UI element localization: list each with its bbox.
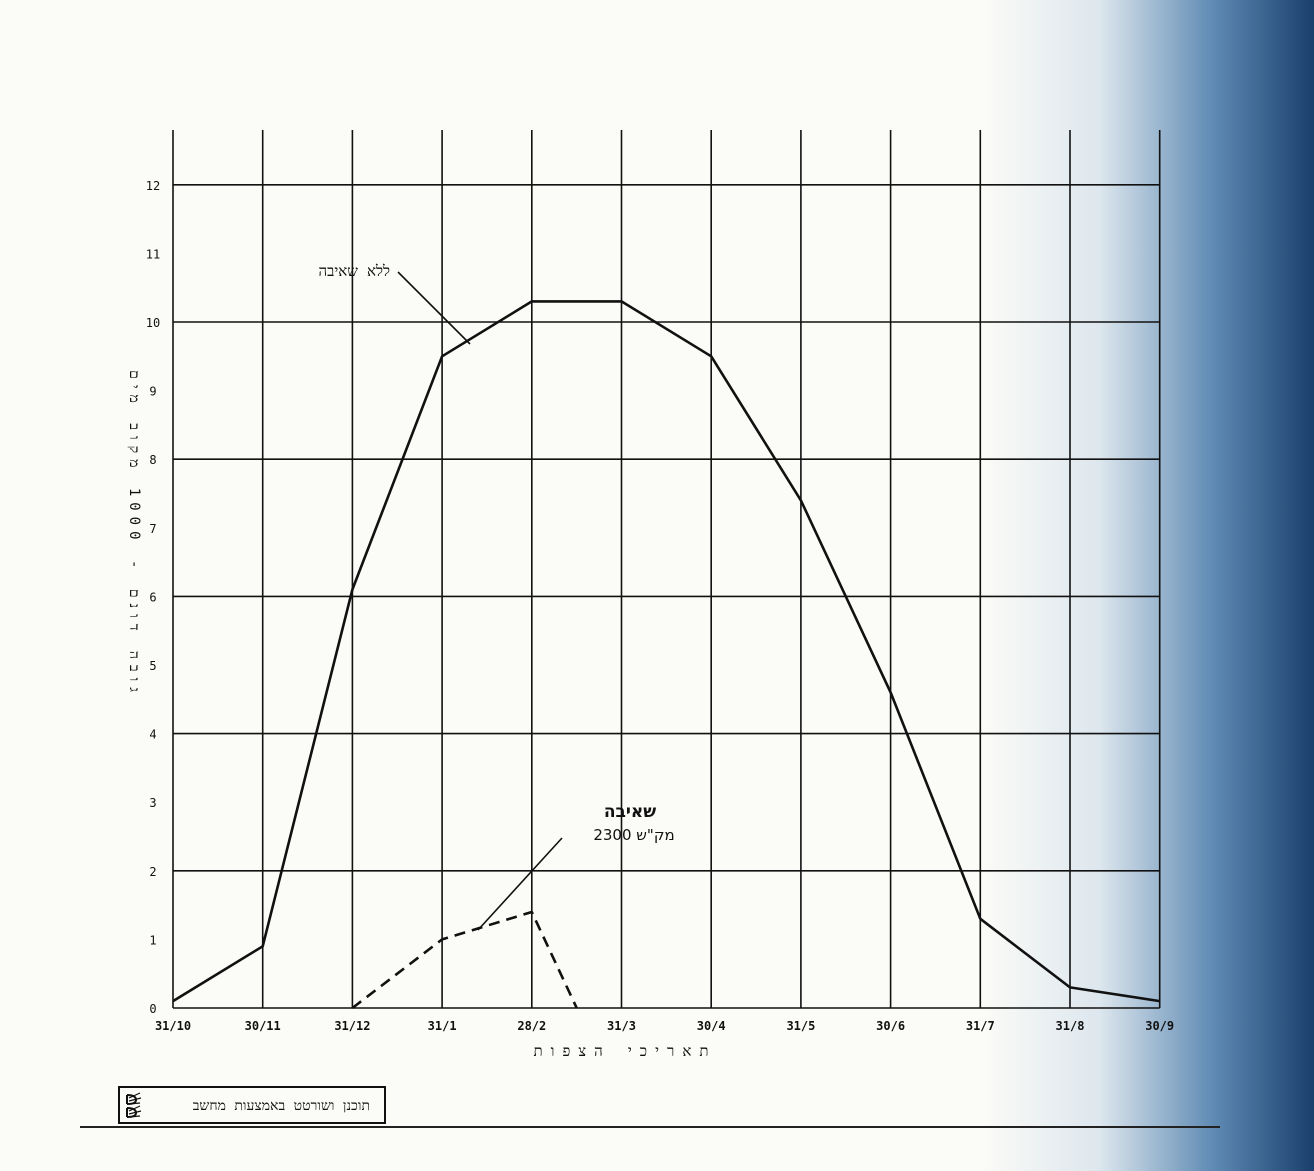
- x-tick-label: 31/7: [966, 1019, 995, 1033]
- x-tick-label: 30/11: [245, 1019, 281, 1033]
- series-lines: [172, 300, 1160, 1010]
- x-tick-label: 31/8: [1056, 1019, 1085, 1033]
- credit-text: תוכנן ושורטט באמצעות מחשב: [192, 1098, 370, 1114]
- x-tick-label: 31/1: [428, 1019, 457, 1033]
- y-axis-label: גובה דונם - 1000 מקוב מים: [126, 370, 142, 698]
- y-tick-label: 3: [149, 796, 156, 810]
- x-tick-label: 31/12: [334, 1019, 370, 1033]
- x-tick-label: 31/5: [786, 1019, 815, 1033]
- x-tick-label: 31/10: [155, 1019, 191, 1033]
- computer-plot-logo-icon: [126, 1092, 142, 1118]
- grid: [172, 130, 1161, 1009]
- y-tick-label: 4: [149, 728, 156, 742]
- bottom-rule: [80, 1126, 1220, 1128]
- y-tick-label: 2: [149, 865, 156, 879]
- y-tick-label: 8: [149, 453, 156, 467]
- y-tick-label: 12: [146, 179, 160, 193]
- annotation-pumping: שאיבה: [604, 802, 656, 822]
- y-tick-label: 10: [146, 316, 160, 330]
- x-tick-label: 30/9: [1145, 1019, 1174, 1033]
- x-tick-label: 28/2: [517, 1019, 546, 1033]
- annotation-leader-pumping: [477, 837, 563, 931]
- y-tick-label: 11: [146, 247, 160, 261]
- x-tick-label: 31/3: [607, 1019, 636, 1033]
- x-tick-label: 30/4: [697, 1019, 726, 1033]
- series-line-no-pumping: [172, 300, 1160, 1003]
- annotation-pumping-rate: 2300 מק"ש: [593, 826, 674, 844]
- y-tick-label: 5: [149, 659, 156, 673]
- y-tick-label: 7: [149, 522, 156, 536]
- y-tick-label: 9: [149, 385, 156, 399]
- y-tick-label: 0: [149, 1002, 156, 1016]
- annotation-leader-no-pumping: [397, 271, 471, 345]
- x-tick-labels: 31/10 30/11 31/12 31/1 28/2 31/3 30/4 31/5 30/6 3…: [155, 1019, 1174, 1033]
- page-edge-shadow: [984, 0, 1314, 1171]
- annotations: ללא שאיבה שאיבה 2300 מק"ש: [319, 262, 675, 931]
- y-tick-label: 6: [149, 590, 156, 604]
- annotation-no-pumping: ללא שאיבה: [319, 262, 390, 280]
- x-tick-label: 30/6: [876, 1019, 905, 1033]
- y-tick-label: 1: [149, 933, 156, 947]
- x-axis-label: תאריכי הצפות: [533, 1042, 716, 1060]
- series-line-pumping: [351, 910, 578, 1010]
- credit-box: תוכנן ושורטט באמצעות מחשב: [118, 1086, 386, 1124]
